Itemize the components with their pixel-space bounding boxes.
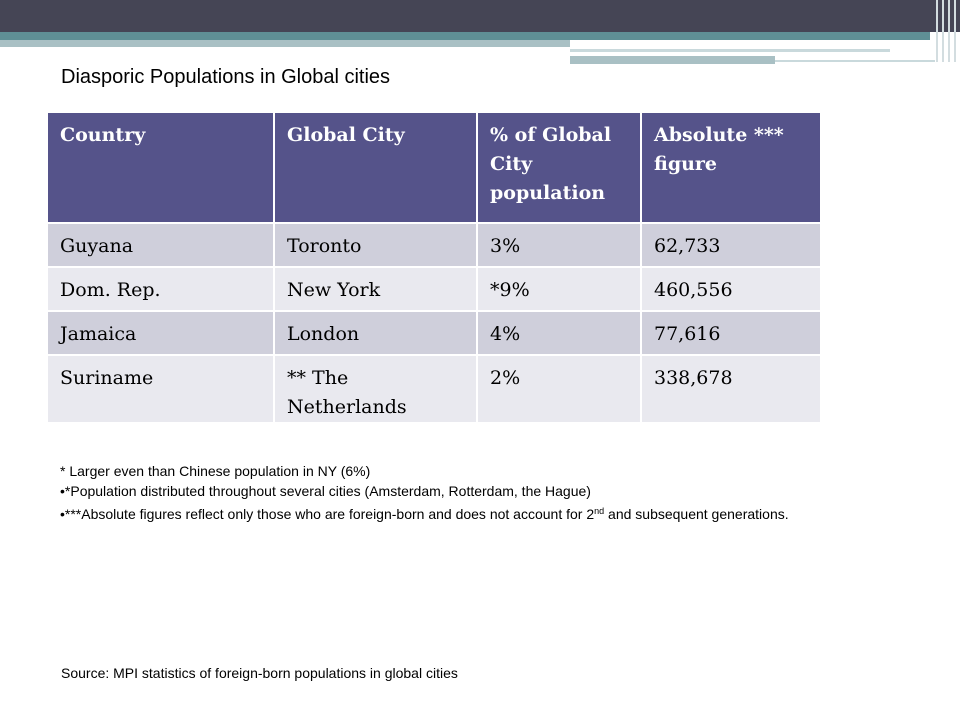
footnote-2: •*Population distributed throughout seve… [60, 483, 591, 499]
footnote-3-text-end: and subsequent generations. [604, 506, 789, 522]
decorative-line [775, 60, 935, 62]
cell-absolute: 62,733 [640, 222, 820, 267]
cell-absolute: 77,616 [640, 310, 820, 355]
decorative-stripe [0, 40, 570, 47]
slide-title: Diasporic Populations in Global cities [61, 66, 391, 88]
cell-city: Toronto [273, 222, 477, 267]
footnote-1: * Larger even than Chinese population in… [60, 463, 371, 479]
footnote-3: •***Absolute figures reflect only those … [60, 501, 820, 524]
decorative-vertical-lines [930, 0, 960, 62]
footnote-3-text: •***Absolute figures reflect only those … [60, 506, 595, 522]
cell-country: Suriname [48, 354, 274, 422]
table-header-row: Country Global City % of Global City pop… [48, 113, 820, 223]
footnotes: * Larger even than Chinese population in… [60, 461, 820, 524]
cell-percent: 2% [476, 354, 641, 422]
header-country: Country [48, 113, 274, 223]
cell-country: Dom. Rep. [48, 266, 274, 311]
top-decorative-bar [0, 0, 960, 32]
cell-absolute: 338,678 [640, 354, 820, 422]
footnote-3-superscript: nd [594, 506, 605, 516]
table-row: Dom. Rep. New York *9% 460,556 [48, 266, 820, 311]
cell-city: London [273, 310, 477, 355]
decorative-line [570, 56, 775, 64]
table-row: Suriname ** The Netherlands 2% 338,678 [48, 354, 820, 422]
decorative-line [570, 49, 890, 52]
cell-percent: 4% [476, 310, 641, 355]
decorative-stripe [0, 32, 930, 40]
cell-percent: *9% [476, 266, 641, 311]
population-table: Country Global City % of Global City pop… [48, 113, 820, 422]
cell-city: New York [273, 266, 477, 311]
header-global-city: Global City [273, 113, 477, 223]
cell-country: Guyana [48, 222, 274, 267]
cell-absolute: 460,556 [640, 266, 820, 311]
table-row: Guyana Toronto 3% 62,733 [48, 222, 820, 267]
cell-percent: 3% [476, 222, 641, 267]
header-absolute: Absolute *** figure [640, 113, 820, 223]
table-row: Jamaica London 4% 77,616 [48, 310, 820, 355]
source-citation: Source: MPI statistics of foreign-born p… [61, 665, 458, 681]
header-percent: % of Global City population [476, 113, 641, 223]
cell-country: Jamaica [48, 310, 274, 355]
cell-city: ** The Netherlands [273, 354, 477, 422]
